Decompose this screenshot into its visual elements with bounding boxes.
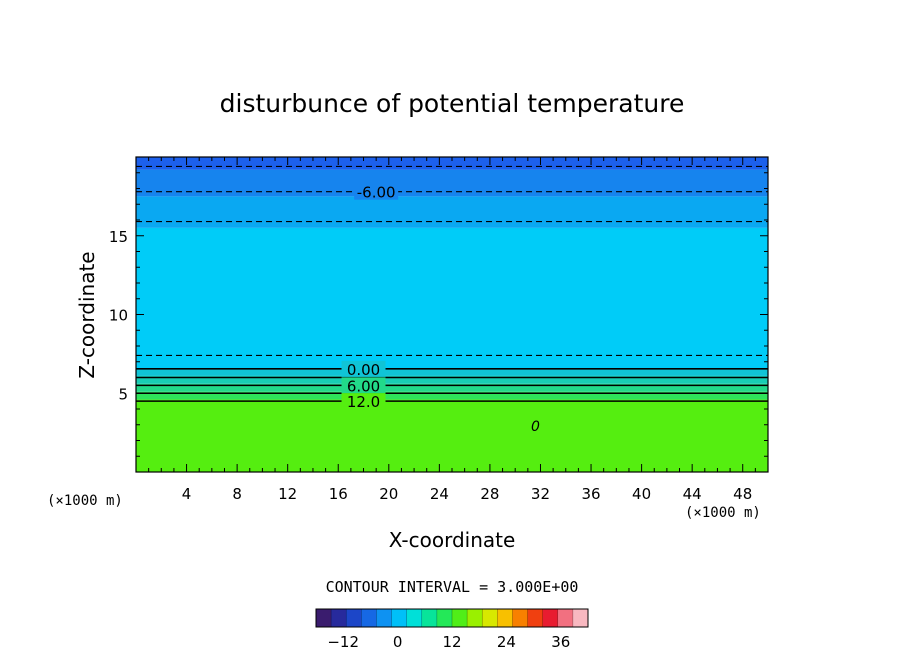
colorbar-cell-16 xyxy=(557,609,574,627)
contour-label-bg-6 xyxy=(341,377,386,394)
colorbar-tick-label-4: 36 xyxy=(551,633,570,651)
x-tick-label-6: 28 xyxy=(480,485,499,503)
fill-band-5 xyxy=(136,227,768,369)
x-tick-label-5: 24 xyxy=(430,485,449,503)
contour-label-1: -6.00 xyxy=(357,184,396,202)
contour-annotation-0: 0 xyxy=(531,419,540,435)
y-tick-label-0: 5 xyxy=(118,385,128,403)
colorbar-tick-label-1: 0 xyxy=(393,633,403,651)
x-tick-label-9: 40 xyxy=(632,485,651,503)
contour-label-bg-8 xyxy=(341,393,386,410)
contour-interval-text: CONTOUR INTERVAL = 3.000E+00 xyxy=(326,578,579,596)
x-tick-label-7: 32 xyxy=(531,485,550,503)
x-axis-unit: (×1000 m) xyxy=(685,505,761,521)
colorbar-cell-8 xyxy=(436,609,453,627)
colorbar-cell-10 xyxy=(467,609,483,627)
fill-band-3 xyxy=(136,375,768,384)
colorbar-cell-4 xyxy=(376,609,393,627)
chart-title: disturbunce of potential temperature xyxy=(220,89,685,118)
colorbar-cell-11 xyxy=(482,609,498,627)
fill-band-7 xyxy=(136,169,768,197)
fill-band-4 xyxy=(136,368,768,376)
fill-band-6 xyxy=(136,196,768,228)
colorbar-cell-13 xyxy=(512,609,529,627)
contour-label-6: 6.00 xyxy=(347,377,380,395)
x-axis-label: X-coordinate xyxy=(389,528,516,552)
colorbar-cell-14 xyxy=(527,609,544,627)
y-axis-label: Z-coordinate xyxy=(75,251,99,378)
fill-band-1 xyxy=(136,391,768,400)
contour-label-8: 12.0 xyxy=(347,393,380,411)
y-tick-label-1: 10 xyxy=(109,307,128,325)
colorbar-cell-12 xyxy=(497,609,513,627)
contour-fill-layer xyxy=(136,157,768,472)
x-tick-label-11: 48 xyxy=(733,485,752,503)
colorbar-cell-1 xyxy=(331,609,347,627)
colorbar-frame xyxy=(315,608,589,628)
contour-label-4: 0.00 xyxy=(347,361,380,379)
colorbar-cell-9 xyxy=(452,609,468,627)
colorbar-tick-label-0: −12 xyxy=(327,633,359,651)
x-tick-label-2: 12 xyxy=(278,485,297,503)
x-tick-label-4: 20 xyxy=(379,485,398,503)
colorbar-cell-15 xyxy=(542,609,559,627)
contour-label-bg-1 xyxy=(354,183,399,200)
colorbar-cell-7 xyxy=(421,609,438,627)
y-tick-label-2: 15 xyxy=(109,228,128,246)
colorbar-cells xyxy=(315,609,589,627)
colorbar-tick-label-2: 12 xyxy=(442,633,461,651)
x-tick-label-3: 16 xyxy=(329,485,348,503)
colorbar-tick-labels: −12 0 12 24 36 xyxy=(327,633,570,651)
colorbar-cell-17 xyxy=(572,609,589,627)
colorbar-cell-3 xyxy=(361,609,377,627)
colorbar-tick-label-3: 24 xyxy=(497,633,516,651)
x-tick-label-10: 44 xyxy=(683,485,702,503)
x-tick-label-0: 4 xyxy=(182,485,192,503)
x-tick-label-8: 36 xyxy=(581,485,600,503)
fill-band-0 xyxy=(136,399,768,472)
colorbar-cell-6 xyxy=(406,609,423,627)
colorbar: −12 0 12 24 36 xyxy=(315,608,589,651)
fill-band-2 xyxy=(136,383,768,392)
x-tick-label-1: 8 xyxy=(232,485,242,503)
contour-line-layer xyxy=(136,165,768,402)
colorbar-cell-2 xyxy=(346,609,362,627)
colorbar-cell-0 xyxy=(316,609,332,627)
y-axis-unit: (×1000 m) xyxy=(47,493,123,509)
contour-label-bg-4 xyxy=(341,360,386,377)
colorbar-cell-5 xyxy=(391,609,408,627)
